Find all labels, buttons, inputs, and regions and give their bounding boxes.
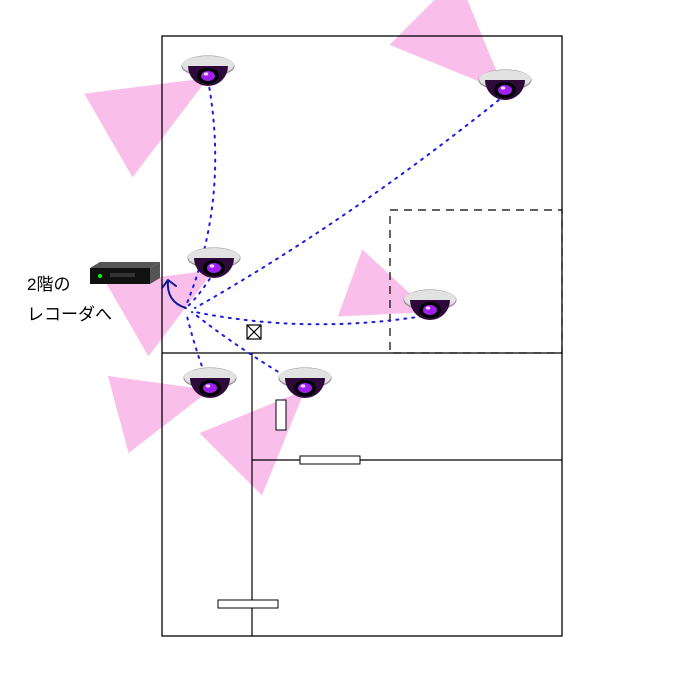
door-2 — [218, 600, 278, 608]
outer-wall — [162, 36, 562, 636]
cable-1 — [195, 95, 505, 308]
cable-layer — [162, 80, 505, 388]
door-0 — [276, 400, 286, 430]
cable-2 — [195, 312, 430, 324]
cam-top-right-cone — [390, 0, 540, 126]
dashed-room — [390, 210, 562, 353]
door-1 — [300, 456, 360, 464]
label-line2: レコーダへ — [27, 305, 112, 324]
recorder-icon — [90, 262, 160, 284]
cam-mid-right — [404, 290, 456, 320]
floorplan — [162, 36, 562, 636]
label-line1: 2階の — [27, 275, 70, 294]
junction-box — [247, 325, 261, 339]
cam-lower-right — [279, 368, 331, 398]
cam-top-right — [479, 70, 531, 100]
cam-lower-left-cone — [108, 351, 220, 453]
